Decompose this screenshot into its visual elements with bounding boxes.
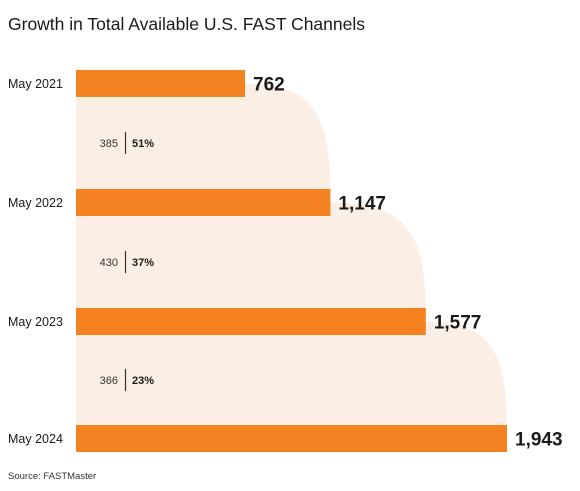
labels: 385 51% 430 37% 366 23% May 2021 762 May 2022 1,1… [8, 75, 563, 451]
bar [76, 425, 507, 452]
growth-change-label: 385 [100, 138, 118, 150]
value-label: 1,943 [515, 430, 563, 451]
bar [76, 70, 246, 97]
category-label: May 2022 [8, 196, 63, 210]
bars [76, 70, 507, 452]
category-label: May 2023 [8, 315, 63, 329]
growth-percent-label: 37% [132, 257, 154, 269]
growth-bands [76, 83, 507, 439]
growth-percent-label: 23% [132, 375, 154, 387]
growth-band-2 [76, 202, 426, 322]
source-note: Source: FASTMaster [8, 471, 96, 482]
growth-change-label: 430 [100, 257, 118, 269]
category-label: May 2021 [8, 77, 63, 91]
bar [76, 308, 426, 335]
value-label: 1,577 [434, 313, 482, 334]
bar [76, 189, 331, 216]
category-label: May 2024 [8, 432, 63, 446]
value-label: 1,147 [338, 194, 386, 215]
growth-band-1 [76, 83, 331, 203]
growth-change-label: 366 [100, 375, 118, 387]
growth-band-3 [76, 321, 507, 439]
growth-percent-label: 51% [132, 138, 154, 150]
chart-title: Growth in Total Available U.S. FAST Chan… [8, 14, 365, 34]
value-label: 762 [253, 75, 285, 96]
